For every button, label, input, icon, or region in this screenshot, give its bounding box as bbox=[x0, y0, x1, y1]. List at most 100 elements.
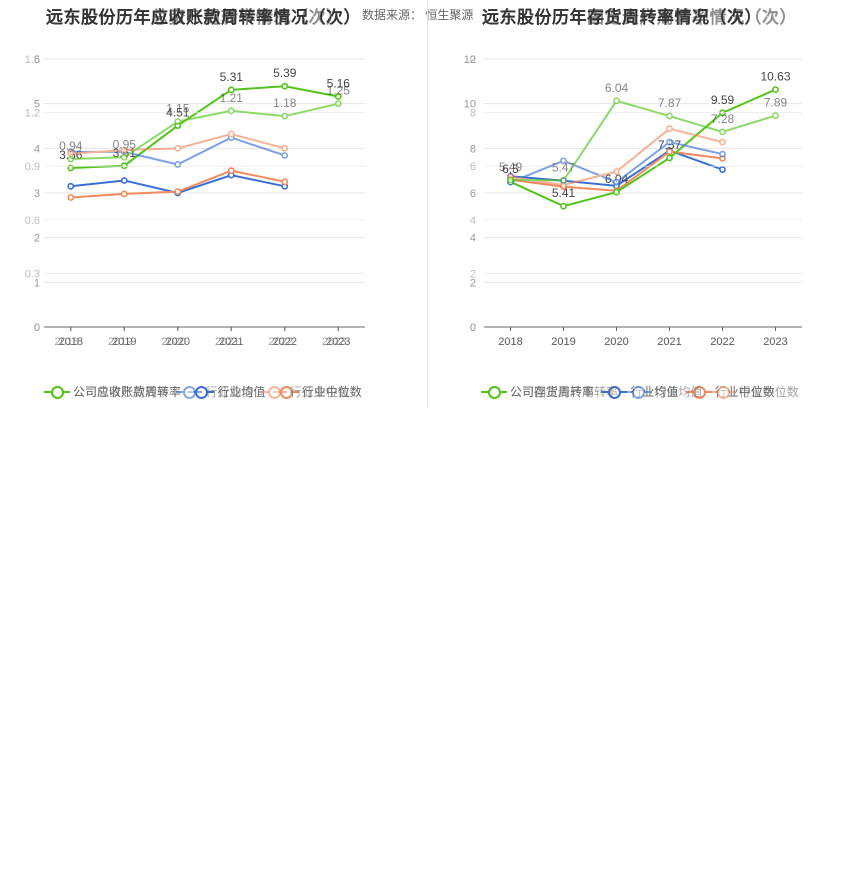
x-tick-label: 2021 bbox=[657, 336, 681, 348]
data-point-company bbox=[560, 202, 567, 210]
data-point-company bbox=[719, 128, 726, 136]
fixed-asset-turnover-chart: 0 2 4 6 8 10 2018 2019 2020 2021 2022 2023 5.49 5.47 6… bbox=[464, 54, 802, 348]
legend-label: 行业均值 bbox=[205, 385, 254, 399]
series-line-company bbox=[510, 88, 776, 208]
data-label: 0.95 bbox=[113, 137, 137, 151]
chart-title-total-asset: 远东股份历年总资产周转率情况（次） bbox=[46, 8, 344, 27]
x-tick-label: 2023 bbox=[326, 336, 350, 348]
series-line-company bbox=[510, 99, 776, 182]
legend-item-industry-mean[interactable]: 行业均值 bbox=[176, 383, 253, 400]
panel-divider bbox=[427, 0, 428, 408]
data-point-industry-median bbox=[281, 178, 289, 186]
legend-label: 行业均值 bbox=[217, 385, 266, 399]
data-source-label: 数据来源： bbox=[362, 8, 423, 22]
y-tick-label: 0.9 bbox=[25, 161, 40, 173]
legend-item-industry-median[interactable]: 行业中位数 bbox=[260, 383, 350, 400]
x-tick-label: 2021 bbox=[657, 336, 681, 348]
x-tick-label: 2018 bbox=[498, 336, 522, 348]
y-tick-label: 2 bbox=[470, 277, 476, 289]
chart-title-fixed-asset: 远东股份历年固定资产周转率情况（次） bbox=[482, 8, 797, 27]
data-point-company bbox=[613, 97, 620, 105]
data-source-value: 恒生聚源 bbox=[425, 8, 474, 22]
data-point-industry-mean bbox=[281, 152, 289, 159]
data-point-company bbox=[174, 118, 182, 125]
data-point-company bbox=[772, 112, 779, 119]
legend-item-industry-median[interactable]: 行业中位数 bbox=[709, 383, 799, 400]
data-point-industry-median bbox=[174, 144, 182, 152]
data-label: 6.5 bbox=[502, 162, 519, 176]
y-tick-label: 12 bbox=[464, 54, 476, 66]
legend-item-company[interactable]: 公司总资产周转率 bbox=[44, 383, 169, 400]
data-label: 7.87 bbox=[658, 96, 682, 110]
x-tick-label: 2019 bbox=[551, 336, 575, 348]
series-line-industry-median bbox=[510, 127, 723, 186]
y-tick-label: 10 bbox=[464, 54, 476, 66]
x-tick-label: 2022 bbox=[710, 336, 734, 348]
x-tick-label: 2023 bbox=[763, 336, 787, 348]
x-tick-label: 2018 bbox=[59, 336, 83, 348]
y-tick-label: 0.6 bbox=[25, 215, 40, 227]
data-point-industry-mean bbox=[67, 182, 75, 190]
data-label: 6.04 bbox=[605, 81, 629, 95]
legend-label: 行业中位数 bbox=[714, 385, 775, 399]
total-asset-turnover-chart: 0 0.3 0.6 0.9 1.2 1.5 2018 2019 2020 2021 2022 2023… bbox=[25, 54, 365, 348]
y-tick-label: 10 bbox=[464, 99, 476, 111]
y-tick-label: 1.2 bbox=[25, 108, 40, 120]
x-tick-label: 2021 bbox=[219, 336, 243, 348]
legend-line-circle-icon bbox=[481, 385, 507, 399]
x-tick-label: 2020 bbox=[166, 336, 190, 348]
data-point-company bbox=[560, 177, 567, 184]
legend-label: 公司应收账款周转率 bbox=[73, 385, 182, 399]
legend-item-company[interactable]: 公司固定资产周转率 bbox=[481, 383, 618, 400]
data-point-industry-mean bbox=[613, 178, 620, 186]
data-label: 1.15 bbox=[166, 102, 190, 116]
y-tick-label: 8 bbox=[470, 143, 476, 155]
data-point-company bbox=[772, 86, 779, 93]
legend-line-circle-icon bbox=[260, 385, 287, 399]
legend-total-asset: 公司总资产周转率 行业均值 行业中位数 bbox=[44, 383, 354, 401]
x-tick-label: 2022 bbox=[710, 336, 734, 348]
y-tick-label: 0 bbox=[470, 322, 476, 334]
data-label: 1.18 bbox=[273, 96, 297, 110]
data-point-company bbox=[120, 153, 128, 161]
x-tick-label: 2019 bbox=[112, 336, 136, 348]
data-point-industry-median bbox=[174, 188, 182, 196]
x-tick-label: 2020 bbox=[604, 336, 628, 348]
legend-label: 行业中位数 bbox=[289, 385, 350, 399]
y-tick-label: 2 bbox=[34, 233, 40, 245]
series-line-company bbox=[70, 102, 339, 161]
data-point-company bbox=[281, 112, 289, 120]
chart-title-receivable: 远东股份历年应收账款周转率情况（次） bbox=[46, 8, 361, 27]
chart-title-inventory: 远东股份历年存货周转率情况（次） bbox=[482, 8, 762, 27]
y-tick-label: 5 bbox=[34, 99, 40, 111]
data-label: 7.89 bbox=[764, 96, 788, 110]
y-tick-label: 0 bbox=[470, 322, 476, 334]
data-point-industry-median bbox=[120, 190, 128, 198]
data-label: 5.49 bbox=[499, 160, 523, 174]
data-point-company bbox=[666, 112, 673, 120]
data-point-company bbox=[227, 86, 235, 94]
y-tick-label: 6 bbox=[470, 161, 476, 173]
data-point-industry-mean bbox=[719, 166, 726, 173]
legend-item-industry-mean[interactable]: 行业均值 bbox=[625, 383, 702, 400]
y-tick-label: 1 bbox=[34, 277, 40, 289]
data-source: 数据来源： 恒生聚源 bbox=[362, 6, 473, 23]
data-point-company bbox=[334, 100, 342, 108]
legend-fixed-asset: 公司固定资产周转率 行业均值 行业中位数 bbox=[481, 383, 803, 401]
data-point-company bbox=[281, 82, 289, 90]
data-label: 5.41 bbox=[552, 186, 576, 200]
data-label: 5.47 bbox=[552, 160, 576, 174]
x-tick-label: 2022 bbox=[269, 336, 293, 348]
x-tick-label: 2020 bbox=[162, 336, 186, 348]
x-tick-label: 2018 bbox=[55, 336, 79, 348]
legend-item-industry-median[interactable]: 行业中位数 bbox=[685, 383, 775, 400]
legend-line-circle-icon bbox=[685, 385, 712, 399]
y-tick-label: 4 bbox=[470, 215, 476, 227]
series-line-industry-mean bbox=[510, 141, 723, 184]
data-point-industry-mean bbox=[560, 157, 567, 165]
y-tick-label: 4 bbox=[470, 233, 476, 245]
y-tick-label: 0 bbox=[34, 322, 40, 334]
legend-label: 公司总资产周转率 bbox=[73, 385, 170, 399]
data-label: 7.28 bbox=[711, 112, 735, 126]
data-point-industry-median bbox=[666, 148, 673, 156]
